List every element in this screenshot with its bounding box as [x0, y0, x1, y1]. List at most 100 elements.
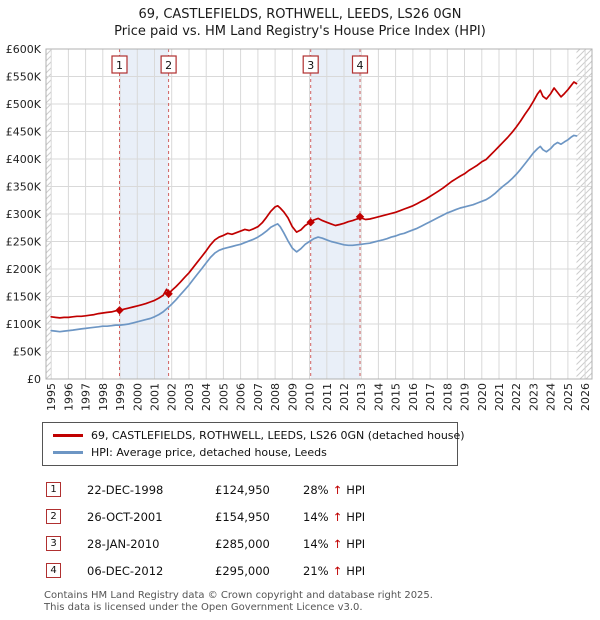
transaction-hpi-delta: 21% ↑ HPI	[303, 564, 365, 578]
svg-text:2026: 2026	[579, 383, 592, 411]
svg-text:£350K: £350K	[6, 181, 42, 194]
transaction-price: £124,950	[215, 482, 270, 497]
svg-text:2: 2	[165, 59, 172, 72]
transaction-date: 22-DEC-1998	[87, 482, 164, 497]
sale-flag-1: 1	[111, 55, 128, 74]
svg-text:2022: 2022	[510, 383, 523, 411]
chart-area: 1 2 3 4 £0 £50K £100K £150K £200K £250K £300K £350K…	[0, 41, 600, 420]
svg-text:1997: 1997	[80, 383, 93, 411]
delta-ref: HPI	[346, 509, 366, 524]
svg-text:2025: 2025	[562, 383, 575, 411]
svg-text:£500K: £500K	[6, 98, 42, 111]
transaction-hpi-delta: 28% ↑ HPI	[303, 483, 365, 497]
legend-label-property: 69, CASTLEFIELDS, ROTHWELL, LEEDS, LS26 …	[91, 429, 465, 442]
up-arrow-icon: ↑	[332, 509, 343, 524]
y-axis-labels: £0 £50K £100K £150K £200K £250K £300K £350K £400…	[6, 43, 42, 386]
grid	[46, 48, 592, 380]
page-subtitle: Price paid vs. HM Land Registry's House …	[114, 24, 486, 39]
svg-text:2005: 2005	[217, 383, 230, 411]
svg-text:3: 3	[307, 59, 314, 72]
svg-text:£550K: £550K	[6, 71, 42, 84]
page-title: 69, CASTLEFIELDS, ROTHWELL, LEEDS, LS26 …	[138, 7, 462, 22]
svg-text:2013: 2013	[355, 383, 368, 411]
svg-text:£250K: £250K	[6, 236, 42, 249]
transaction-date: 26-OCT-2001	[87, 509, 163, 524]
transaction-row-1: 1 22-DEC-1998 £124,950 28% ↑ HPI	[46, 476, 600, 503]
svg-text:£200K: £200K	[6, 263, 42, 276]
svg-text:2008: 2008	[269, 383, 282, 411]
x-axis-labels: 1995 1996 1997 1998 1999 2000 2001 2002 2003 2004…	[45, 383, 592, 411]
svg-text:2020: 2020	[476, 383, 489, 411]
svg-text:2017: 2017	[424, 383, 437, 411]
svg-text:2023: 2023	[527, 383, 540, 411]
delta-percent: 14%	[303, 536, 329, 551]
svg-text:2007: 2007	[252, 383, 265, 411]
svg-text:2011: 2011	[321, 383, 334, 411]
transaction-date: 06-DEC-2012	[87, 563, 164, 578]
transaction-hpi-delta: 14% ↑ HPI	[303, 510, 365, 524]
attribution-footer: Contains HM Land Registry data © Crown c…	[44, 590, 600, 614]
transaction-date: 28-JAN-2010	[87, 536, 160, 551]
transaction-hpi-delta: 14% ↑ HPI	[303, 537, 365, 551]
svg-text:£50K: £50K	[13, 346, 42, 359]
chart-header: 69, CASTLEFIELDS, ROTHWELL, LEEDS, LS26 …	[0, 0, 600, 40]
svg-text:2024: 2024	[545, 383, 558, 411]
up-arrow-icon: ↑	[332, 536, 343, 551]
transaction-price: £295,000	[215, 563, 270, 578]
sale-flag-2: 2	[160, 55, 177, 74]
svg-text:2021: 2021	[493, 383, 506, 411]
svg-text:1998: 1998	[97, 383, 110, 411]
svg-text:£300K: £300K	[6, 208, 42, 221]
up-arrow-icon: ↑	[332, 563, 343, 578]
hpi-line	[50, 134, 578, 333]
transaction-number-badge: 2	[46, 509, 61, 524]
svg-text:2015: 2015	[390, 383, 403, 411]
svg-text:2010: 2010	[304, 383, 317, 411]
legend-swatch-0	[53, 434, 83, 437]
svg-text:1995: 1995	[45, 383, 58, 411]
delta-percent: 14%	[303, 509, 329, 524]
transaction-price: £285,000	[215, 536, 270, 551]
svg-text:£600K: £600K	[6, 43, 42, 56]
svg-text:1999: 1999	[114, 383, 127, 411]
transaction-row-2: 2 26-OCT-2001 £154,950 14% ↑ HPI	[46, 503, 600, 530]
svg-text:2014: 2014	[372, 383, 385, 411]
svg-text:£100K: £100K	[6, 318, 42, 331]
sale-flag-3: 3	[302, 55, 319, 74]
svg-text:2009: 2009	[286, 383, 299, 411]
sale-flag-4: 4	[351, 55, 369, 74]
delta-ref: HPI	[346, 482, 366, 497]
svg-text:£450K: £450K	[6, 126, 42, 139]
svg-text:2000: 2000	[131, 383, 144, 411]
svg-text:£150K: £150K	[6, 291, 42, 304]
svg-text:2003: 2003	[183, 383, 196, 411]
legend-item-hpi: HPI: Average price, detached house, Leed…	[49, 444, 451, 461]
delta-ref: HPI	[346, 536, 366, 551]
svg-text:2016: 2016	[407, 383, 420, 411]
transaction-number-badge: 1	[46, 482, 61, 497]
transaction-number-badge: 3	[46, 536, 61, 551]
legend-item-property: 69, CASTLEFIELDS, ROTHWELL, LEEDS, LS26 …	[49, 427, 465, 444]
legend-swatch-1	[53, 451, 83, 454]
svg-text:2004: 2004	[200, 383, 213, 411]
svg-text:1996: 1996	[62, 383, 75, 411]
delta-percent: 28%	[303, 482, 329, 497]
footer-line-2: This data is licensed under the Open Gov…	[44, 602, 363, 613]
property-line	[50, 81, 578, 319]
svg-text:2006: 2006	[235, 383, 248, 411]
price-chart: 1 2 3 4 £0 £50K £100K £150K £200K £250K £300K £350K…	[6, 43, 593, 411]
chart-legend: 69, CASTLEFIELDS, ROTHWELL, LEEDS, LS26 …	[42, 422, 465, 466]
svg-text:4: 4	[357, 59, 364, 72]
svg-text:£400K: £400K	[6, 153, 42, 166]
sale-markers	[115, 212, 365, 315]
svg-text:2019: 2019	[459, 383, 472, 411]
footer-line-1: Contains HM Land Registry data © Crown c…	[44, 590, 433, 601]
plot-border	[45, 48, 593, 380]
transactions-table: 1 22-DEC-1998 £124,950 28% ↑ HPI 2 26-OC…	[46, 476, 600, 584]
svg-text:£0: £0	[27, 373, 41, 386]
svg-text:2012: 2012	[338, 383, 351, 411]
svg-text:2002: 2002	[166, 383, 179, 411]
transaction-number-badge: 4	[46, 563, 61, 578]
svg-text:2001: 2001	[149, 383, 162, 411]
